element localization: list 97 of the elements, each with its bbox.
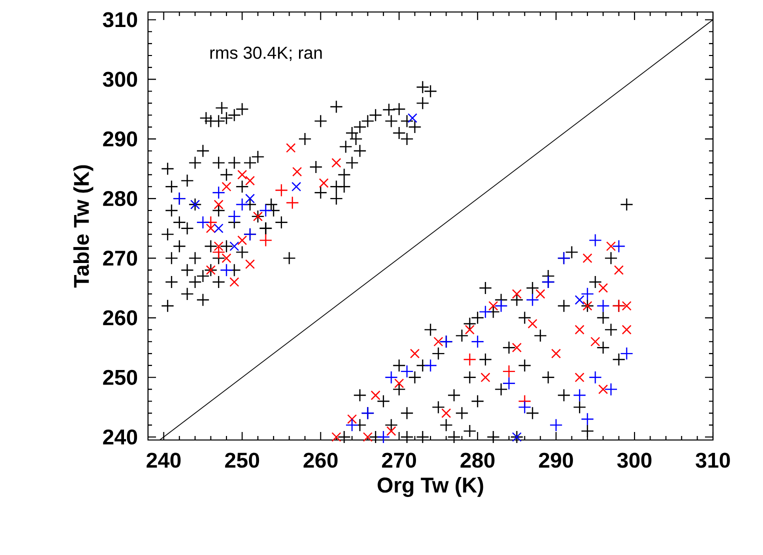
x-tick-label: 300 (617, 452, 652, 468)
point (488, 301, 498, 311)
point (410, 348, 420, 358)
point (606, 241, 616, 252)
point (526, 293, 540, 306)
point (572, 388, 586, 402)
point (384, 370, 398, 384)
y-tick-label: 240 (103, 429, 138, 445)
point (470, 335, 484, 348)
point (620, 346, 634, 360)
point (214, 200, 224, 210)
point (598, 283, 608, 293)
point (512, 342, 522, 352)
point (480, 372, 490, 382)
point (574, 372, 584, 382)
point (400, 364, 414, 378)
point (386, 426, 396, 436)
point (394, 378, 404, 388)
point (245, 194, 255, 204)
point (331, 432, 342, 442)
point (214, 224, 224, 234)
point (536, 289, 546, 299)
point (286, 196, 299, 210)
point (588, 370, 602, 384)
point (528, 318, 538, 329)
point (318, 178, 329, 188)
point (622, 324, 632, 335)
point (494, 299, 508, 312)
point (424, 358, 438, 372)
point (237, 235, 248, 246)
point (362, 432, 373, 442)
point (286, 143, 296, 153)
point (370, 390, 380, 400)
point (598, 384, 608, 394)
point (291, 182, 302, 192)
y-tick-label: 250 (103, 370, 138, 385)
point (588, 234, 602, 247)
point (259, 234, 272, 247)
point (582, 253, 592, 264)
point (222, 253, 232, 264)
point (408, 113, 418, 123)
point (580, 412, 594, 426)
point (596, 299, 610, 312)
point (502, 364, 516, 378)
point (441, 408, 452, 418)
point (612, 240, 626, 253)
point (512, 289, 522, 299)
x-tick-label: 260 (304, 452, 338, 468)
point (245, 259, 255, 269)
point (237, 170, 248, 180)
point (518, 400, 532, 414)
point (478, 305, 492, 318)
point (196, 216, 210, 230)
point (549, 418, 563, 432)
y-tick-label: 270 (103, 250, 138, 266)
point (222, 182, 232, 192)
point (464, 324, 475, 335)
point (236, 198, 249, 212)
y-tick-label: 310 (102, 12, 138, 28)
point (502, 376, 516, 390)
x-tick-label: 280 (460, 452, 494, 468)
point (229, 277, 240, 287)
point (212, 186, 226, 200)
point (245, 176, 255, 186)
point (228, 210, 241, 224)
point (345, 418, 359, 432)
x-tick-label: 240 (146, 452, 181, 468)
point (574, 324, 584, 335)
point (347, 414, 357, 424)
point (574, 295, 584, 305)
x-tick-label: 290 (538, 452, 573, 468)
point (274, 184, 288, 197)
x-tick-label: 250 (225, 452, 260, 468)
point (622, 301, 632, 311)
point (463, 352, 476, 366)
point (604, 382, 618, 396)
point (614, 265, 624, 275)
annotation: rms 30.4K; ran (210, 46, 322, 61)
x-tick-label: 310 (696, 452, 730, 468)
y-tick-label: 280 (103, 191, 138, 206)
point (331, 158, 342, 168)
y-tick-label: 260 (103, 310, 138, 326)
x-tick-label: 270 (382, 452, 416, 468)
point (229, 241, 240, 252)
point (220, 263, 234, 277)
point (292, 166, 302, 177)
y-tick-label: 300 (102, 72, 138, 87)
point (376, 430, 390, 444)
point (551, 348, 561, 358)
point (434, 336, 444, 346)
point (580, 287, 594, 301)
point (206, 224, 216, 234)
point (259, 204, 272, 218)
point (590, 336, 600, 346)
x-axis-title: Org Tw (K) (378, 476, 484, 497)
y-tick-label: 290 (103, 131, 138, 147)
y-axis-title: Table Tw (K) (73, 165, 94, 288)
